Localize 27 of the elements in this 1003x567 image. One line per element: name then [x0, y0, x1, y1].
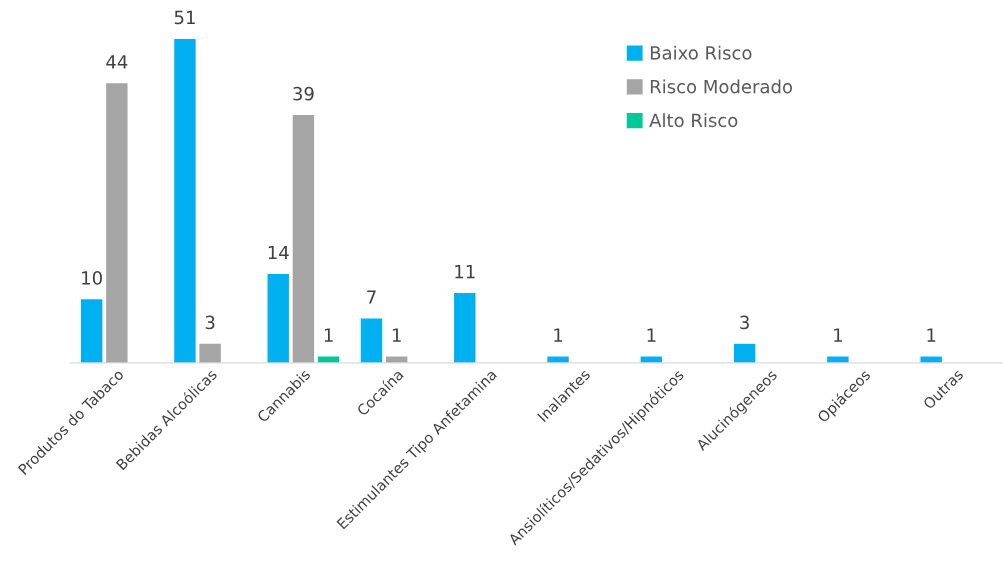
data-label: 1 — [392, 328, 401, 342]
data-label: 7 — [367, 290, 376, 304]
bar — [106, 83, 128, 363]
bar — [292, 115, 315, 363]
data-label: 1 — [927, 328, 936, 342]
data-label: 1 — [647, 328, 656, 342]
data-label: 11 — [455, 264, 475, 279]
bar — [267, 273, 289, 363]
bar — [199, 343, 221, 363]
legend-label: Alto Risco — [649, 113, 738, 128]
data-label: 3 — [205, 315, 215, 330]
bar — [733, 343, 756, 363]
data-label: 39 — [293, 86, 314, 101]
legend-label: Risco Moderado — [650, 79, 793, 94]
data-label: 3 — [740, 315, 749, 330]
data-label: 44 — [106, 55, 128, 69]
legend-label: Baixo Risco — [650, 45, 752, 60]
bar — [454, 293, 476, 363]
bar — [174, 38, 196, 363]
data-label: 14 — [268, 245, 289, 260]
data-label: 1 — [834, 328, 842, 342]
bar — [80, 299, 103, 363]
bar — [360, 318, 383, 363]
data-label: 51 — [174, 10, 195, 25]
data-label: 10 — [82, 271, 102, 285]
data-label: 1 — [324, 328, 333, 342]
data-label: 1 — [554, 328, 563, 342]
